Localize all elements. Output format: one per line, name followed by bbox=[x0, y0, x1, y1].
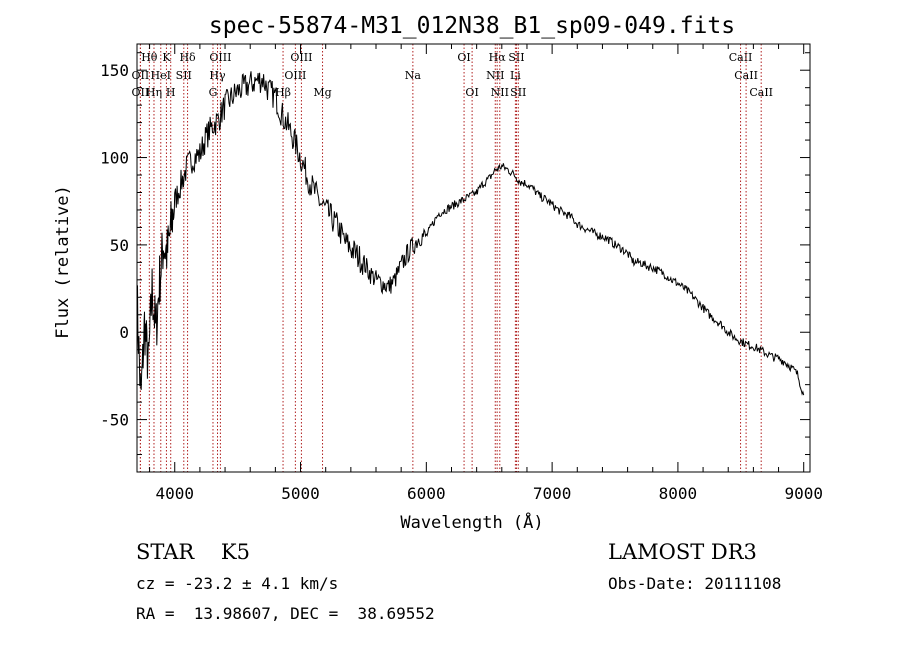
obs-date-label: Obs-Date: 20111108 bbox=[608, 574, 782, 593]
x-tick-label: 7000 bbox=[533, 484, 572, 503]
line-label: Hδ bbox=[179, 51, 196, 64]
x-tick-label: 8000 bbox=[659, 484, 698, 503]
line-label: Hη bbox=[146, 86, 162, 99]
survey-label: LAMOST DR3 bbox=[608, 540, 757, 564]
x-tick-label: 4000 bbox=[155, 484, 194, 503]
x-axis-label: Wavelength (Å) bbox=[400, 511, 543, 533]
line-label: Hθ bbox=[141, 51, 158, 64]
line-label: HeI bbox=[151, 69, 171, 82]
redshift-label: cz = -23.2 ± 4.1 km/s bbox=[136, 574, 339, 593]
y-tick-label: 150 bbox=[100, 61, 129, 80]
spectrum-line bbox=[136, 71, 805, 396]
line-label: CaII bbox=[729, 51, 753, 64]
line-label: CaII bbox=[734, 69, 758, 82]
x-tick-label: 6000 bbox=[407, 484, 446, 503]
x-tick-label: 5000 bbox=[281, 484, 320, 503]
chart-title: spec-55874-M31_012N38_B1_sp09-049.fits bbox=[209, 13, 735, 39]
y-tick-label: -50 bbox=[100, 411, 129, 430]
line-label: K bbox=[162, 51, 171, 64]
classification-label: STAR K5 bbox=[136, 540, 250, 564]
y-tick-label: 100 bbox=[100, 149, 129, 168]
line-label: Hα bbox=[489, 51, 507, 64]
coordinates-label: RA = 13.98607, DEC = 38.69552 bbox=[136, 604, 435, 623]
x-tick-label: 9000 bbox=[784, 484, 823, 503]
line-label: H bbox=[166, 86, 176, 99]
line-label: Hβ bbox=[275, 86, 291, 99]
line-label: Mg bbox=[313, 86, 331, 99]
line-label: G bbox=[209, 86, 218, 99]
line-label: Hγ bbox=[209, 69, 226, 82]
line-label: SII bbox=[508, 51, 524, 64]
plot-frame bbox=[136, 43, 811, 473]
line-label: OI bbox=[457, 51, 470, 64]
y-tick-label: 0 bbox=[119, 323, 129, 342]
line-label: NII bbox=[486, 69, 504, 82]
line-label: SII bbox=[510, 86, 526, 99]
line-label: OIII bbox=[284, 69, 306, 82]
line-label: SII bbox=[176, 69, 192, 82]
line-label: CaII bbox=[749, 86, 773, 99]
y-axis-label: Flux (relative) bbox=[53, 185, 73, 339]
line-label: OIII bbox=[290, 51, 312, 64]
line-label: Na bbox=[405, 69, 422, 82]
line-label: OI bbox=[465, 86, 478, 99]
line-label: Li bbox=[510, 69, 521, 82]
y-tick-label: 50 bbox=[110, 236, 129, 255]
line-label: NII bbox=[491, 86, 509, 99]
line-label: OII bbox=[132, 86, 150, 99]
line-label: OIII bbox=[209, 51, 231, 64]
